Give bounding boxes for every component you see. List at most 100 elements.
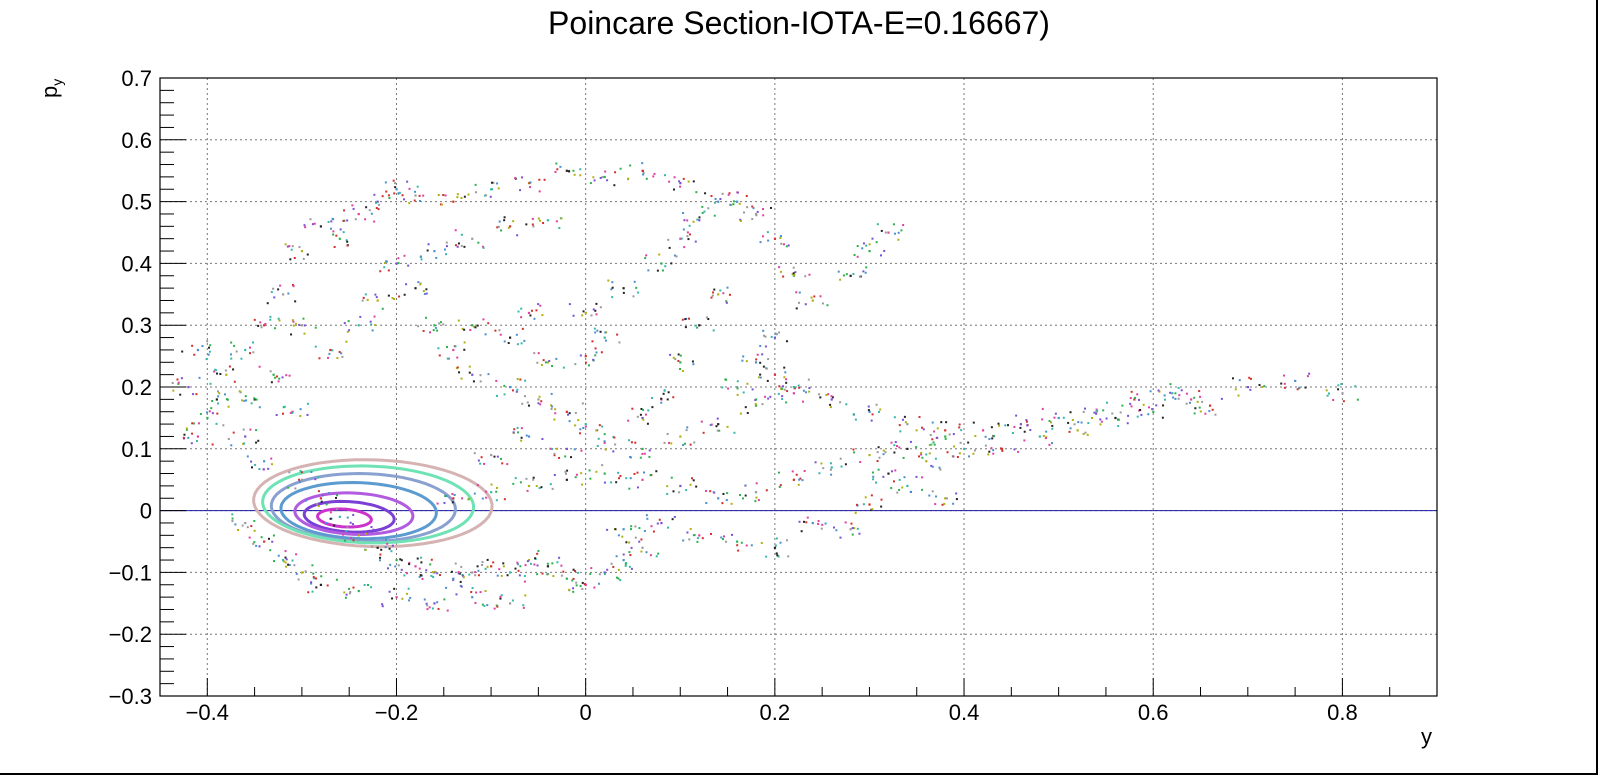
scatter-point	[692, 363, 695, 366]
scatter-point	[663, 441, 666, 444]
scatter-point	[502, 565, 505, 568]
scatter-point	[610, 288, 613, 291]
scatter-point	[592, 308, 595, 311]
scatter-point	[460, 585, 463, 588]
scatter-point	[556, 168, 559, 171]
scatter-point	[959, 441, 962, 444]
scatter-point	[568, 303, 571, 306]
scatter-point	[248, 536, 251, 539]
scatter-point	[536, 552, 539, 555]
scatter-point	[251, 466, 254, 469]
scatter-point	[568, 588, 571, 591]
scatter-point	[1199, 395, 1202, 398]
y-tick-label: 0.5	[121, 190, 152, 215]
scatter-point	[852, 448, 855, 451]
y-tick-label: 0.7	[121, 66, 152, 91]
scatter-point	[288, 245, 291, 248]
scatter-point	[761, 208, 764, 211]
scatter-point	[807, 378, 810, 381]
scatter-point	[915, 429, 918, 432]
scatter-point	[541, 438, 544, 441]
scatter-point	[725, 540, 728, 543]
scatter-point	[649, 474, 652, 477]
scatter-point	[1214, 413, 1217, 416]
scatter-point	[615, 481, 618, 484]
scatter-point	[397, 564, 400, 567]
scatter-point	[861, 247, 864, 250]
scatter-point	[725, 301, 728, 304]
scatter-point	[537, 398, 540, 401]
scatter-point	[302, 317, 305, 320]
scatter-point	[462, 575, 465, 578]
scatter-point	[611, 296, 614, 299]
scatter-point	[201, 345, 204, 348]
scatter-point	[191, 432, 194, 435]
scatter-point	[745, 360, 748, 363]
scatter-point	[520, 307, 523, 310]
scatter-point	[774, 332, 777, 335]
scatter-point	[890, 470, 893, 473]
scatter-point	[400, 559, 403, 562]
scatter-point	[579, 168, 582, 171]
x-axis-ticks: −0.4 −0.2 0 0.2 0.4 0.6 0.8	[159, 678, 1438, 725]
scatter-point	[454, 345, 457, 348]
scatter-point	[279, 284, 282, 287]
scatter-point	[299, 408, 302, 411]
scatter-point	[516, 343, 519, 346]
scatter-point	[546, 562, 549, 565]
scatter-point	[238, 390, 241, 393]
scatter-point	[319, 583, 323, 586]
scatter-point	[781, 387, 784, 390]
scatter-point	[517, 569, 520, 572]
scatter-point	[997, 422, 1000, 425]
scatter-point	[686, 231, 689, 234]
scatter-point	[393, 587, 396, 590]
scatter-point	[745, 195, 748, 198]
scatter-point	[928, 452, 931, 455]
scatter-point	[196, 348, 200, 352]
scatter-point	[755, 482, 758, 485]
scatter-point	[689, 527, 692, 530]
scatter-point	[399, 558, 402, 561]
scatter-point	[736, 393, 739, 396]
scatter-point	[491, 181, 494, 184]
scatter-point	[737, 549, 740, 552]
scatter-point	[445, 495, 448, 498]
scatter-point	[336, 494, 339, 497]
scatter-point	[603, 336, 606, 339]
scatter-point	[634, 525, 637, 528]
scatter-point	[508, 602, 512, 605]
scatter-point	[792, 266, 795, 269]
island-curve-2	[293, 491, 415, 536]
scatter-point	[931, 438, 934, 441]
scatter-point	[893, 416, 896, 419]
scatter-point	[1011, 431, 1014, 434]
scatter-point	[679, 367, 682, 370]
x-tick-label: 0.4	[949, 700, 980, 725]
scatter-point	[752, 207, 755, 210]
scatter-point	[381, 195, 384, 198]
scatter-point	[795, 473, 798, 476]
scatter-point	[759, 376, 762, 379]
scatter-point	[543, 178, 546, 181]
scatter-point	[514, 477, 517, 480]
scatter-point	[936, 427, 939, 430]
scatter-point	[1013, 425, 1016, 428]
scatter-point	[536, 564, 539, 567]
scatter-point	[492, 181, 495, 184]
scatter-point	[328, 352, 331, 355]
scatter-point	[253, 397, 256, 400]
scatter-point	[235, 350, 238, 353]
scatter-point	[300, 478, 304, 481]
scatter-point	[786, 539, 789, 542]
scatter-point	[258, 467, 261, 470]
scatter-point	[507, 342, 510, 345]
scatter-point	[736, 544, 739, 547]
scatter-point	[893, 451, 896, 454]
scatter-point	[761, 235, 764, 238]
scatter-point	[394, 182, 397, 185]
scatter-point	[778, 331, 781, 334]
scatter-point	[632, 295, 635, 298]
scatter-point	[270, 291, 273, 294]
scatter-point	[936, 436, 939, 439]
